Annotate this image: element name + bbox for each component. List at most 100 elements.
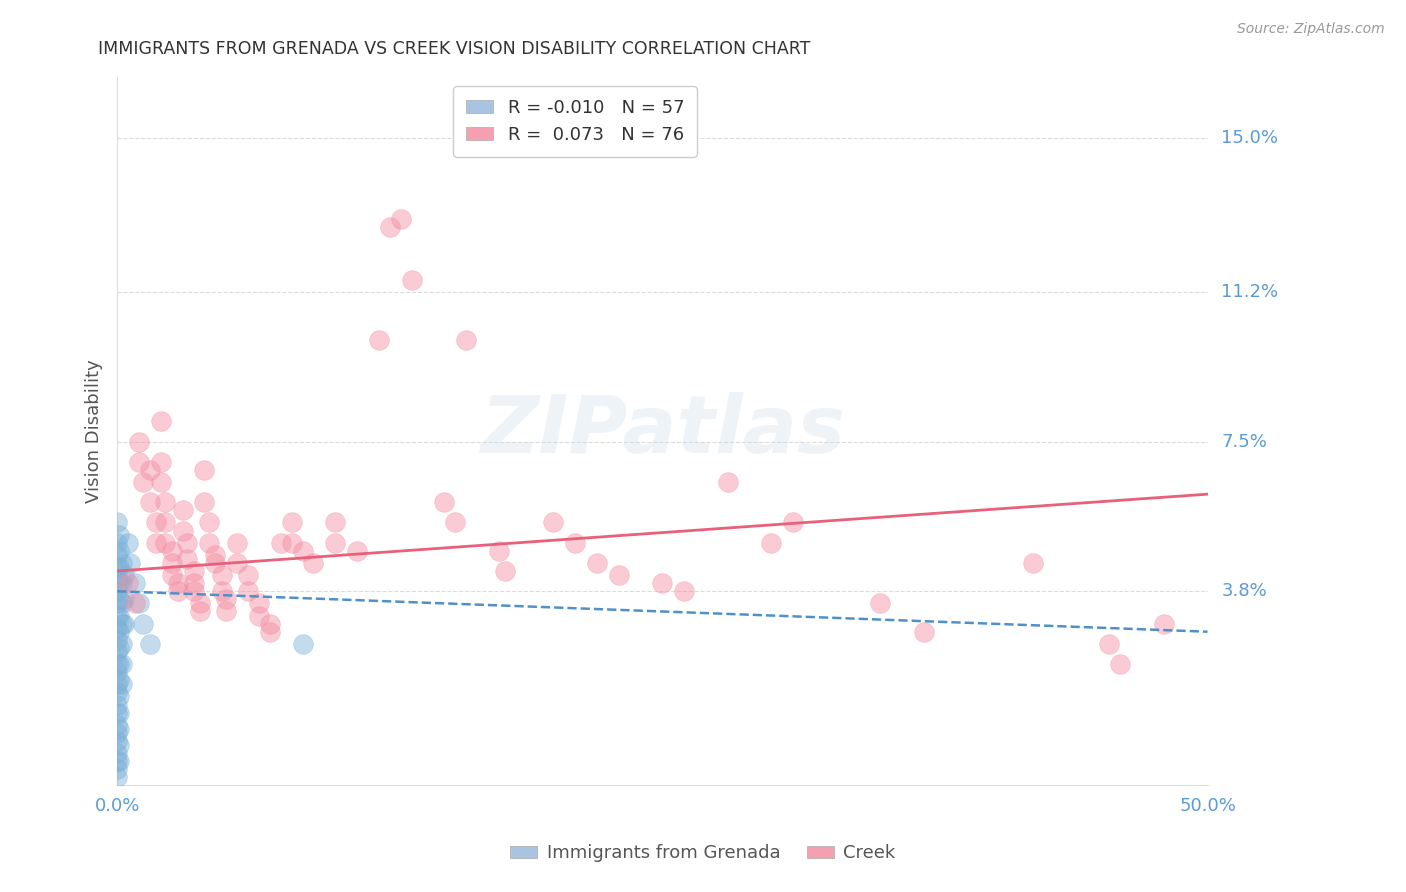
Point xyxy=(108,754,131,768)
Point xyxy=(124,596,146,610)
Point xyxy=(323,535,346,549)
Point xyxy=(105,548,128,562)
Text: 11.2%: 11.2% xyxy=(1222,283,1278,301)
Point xyxy=(105,535,128,549)
Point xyxy=(651,576,673,591)
Legend: Immigrants from Grenada, Creek: Immigrants from Grenada, Creek xyxy=(503,838,903,870)
Point xyxy=(105,608,128,623)
Point xyxy=(291,637,314,651)
Point xyxy=(108,690,131,704)
Point xyxy=(110,596,132,610)
Point xyxy=(108,673,131,688)
Point xyxy=(247,608,270,623)
Point xyxy=(153,495,176,509)
Point xyxy=(105,685,128,699)
Point xyxy=(488,543,510,558)
Y-axis label: Vision Disability: Vision Disability xyxy=(86,359,103,503)
Point xyxy=(543,516,565,530)
Point xyxy=(105,560,128,574)
Point xyxy=(367,334,389,348)
Point xyxy=(586,556,609,570)
Point xyxy=(108,592,131,607)
Point xyxy=(110,576,132,591)
Point xyxy=(105,645,128,659)
Point xyxy=(247,596,270,610)
Point xyxy=(117,576,139,591)
Point xyxy=(110,616,132,631)
Point xyxy=(145,535,167,549)
Point xyxy=(323,516,346,530)
Point xyxy=(160,556,183,570)
Point xyxy=(149,414,172,428)
Point xyxy=(211,568,233,582)
Point xyxy=(117,535,139,549)
Point xyxy=(108,722,131,736)
Point xyxy=(108,640,131,655)
Point xyxy=(211,584,233,599)
Point xyxy=(105,698,128,712)
Point xyxy=(1109,657,1132,671)
Text: 3.8%: 3.8% xyxy=(1222,582,1267,600)
Point xyxy=(149,455,172,469)
Point xyxy=(105,677,128,691)
Point xyxy=(105,754,128,768)
Point xyxy=(204,556,226,570)
Point xyxy=(188,605,211,619)
Point xyxy=(105,746,128,760)
Point xyxy=(105,657,128,671)
Point xyxy=(172,503,194,517)
Point xyxy=(176,535,198,549)
Point xyxy=(444,516,467,530)
Point xyxy=(120,556,142,570)
Point xyxy=(389,212,412,227)
Point xyxy=(128,434,150,449)
Point xyxy=(105,718,128,732)
Point xyxy=(160,543,183,558)
Point xyxy=(494,564,516,578)
Point xyxy=(176,552,198,566)
Point xyxy=(105,762,128,776)
Point xyxy=(108,624,131,639)
Point xyxy=(188,596,211,610)
Point xyxy=(1098,637,1121,651)
Point xyxy=(172,524,194,538)
Point xyxy=(105,516,128,530)
Point xyxy=(110,556,132,570)
Text: 15.0%: 15.0% xyxy=(1222,129,1278,147)
Point xyxy=(139,463,162,477)
Point xyxy=(259,616,281,631)
Point xyxy=(346,543,368,558)
Point xyxy=(108,576,131,591)
Point xyxy=(291,543,314,558)
Text: IMMIGRANTS FROM GRENADA VS CREEK VISION DISABILITY CORRELATION CHART: IMMIGRANTS FROM GRENADA VS CREEK VISION … xyxy=(98,40,811,58)
Point xyxy=(128,596,150,610)
Point xyxy=(456,334,478,348)
Point xyxy=(401,273,423,287)
Legend: R = -0.010   N = 57, R =  0.073   N = 76: R = -0.010 N = 57, R = 0.073 N = 76 xyxy=(453,87,697,157)
Point xyxy=(145,516,167,530)
Point xyxy=(204,548,226,562)
Point xyxy=(128,455,150,469)
Point xyxy=(108,527,131,541)
Point xyxy=(108,657,131,671)
Point xyxy=(183,576,205,591)
Point xyxy=(105,706,128,720)
Point xyxy=(236,568,259,582)
Point xyxy=(761,535,783,549)
Point xyxy=(105,584,128,599)
Point xyxy=(112,592,135,607)
Point xyxy=(197,516,219,530)
Point xyxy=(673,584,696,599)
Point xyxy=(153,535,176,549)
Point xyxy=(112,568,135,582)
Point xyxy=(149,475,172,489)
Point xyxy=(153,516,176,530)
Point xyxy=(912,624,935,639)
Point xyxy=(105,621,128,635)
Point xyxy=(105,632,128,647)
Point xyxy=(183,584,205,599)
Point xyxy=(108,608,131,623)
Text: Source: ZipAtlas.com: Source: ZipAtlas.com xyxy=(1237,22,1385,37)
Point xyxy=(108,560,131,574)
Point xyxy=(378,220,401,235)
